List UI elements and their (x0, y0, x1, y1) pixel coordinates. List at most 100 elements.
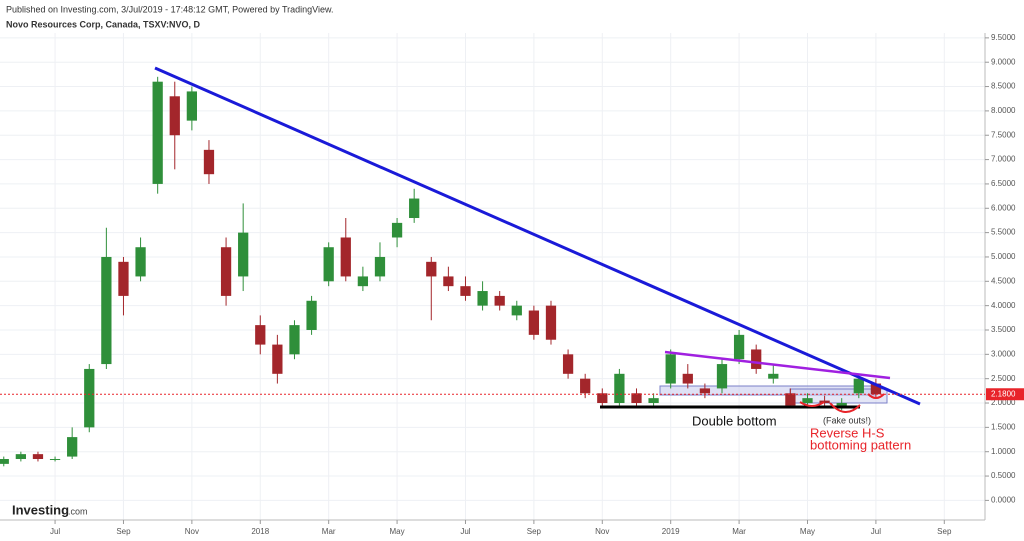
y-tick-label: 8.0000 (991, 106, 1016, 115)
candle-body (802, 398, 813, 404)
candle-body (426, 261, 437, 277)
published-note: Published on Investing.com, 3/Jul/2019 -… (6, 4, 334, 14)
candle-body (716, 364, 728, 389)
annotation: (Fake outs!) (823, 415, 871, 425)
axis-labels: 0.0000 0.5000 1.0000 1.5000 2.0000 2.5000 3.00… (0, 33, 1024, 536)
candle-body (255, 325, 266, 345)
candle-body (648, 398, 659, 404)
candle-body (785, 393, 796, 406)
x-tick-label: May (390, 527, 405, 536)
annotation: Reverse H-S (810, 425, 885, 440)
hs-marks (799, 393, 885, 413)
last-price-box (986, 388, 1024, 401)
candle-body (751, 349, 762, 369)
y-tick-label: 3.5000 (991, 325, 1016, 334)
x-tick-label: Jul (460, 527, 470, 536)
x-tick-label: Sep (527, 527, 542, 536)
candle-body (169, 96, 180, 136)
candle-body (238, 232, 249, 277)
annotation: bottoming pattern (810, 437, 911, 452)
x-tick-label: Nov (595, 527, 609, 536)
y-tick-label: 9.5000 (991, 33, 1016, 42)
annotation: Double bottom (692, 413, 777, 428)
candle-body (374, 256, 386, 277)
candle-body (101, 256, 112, 365)
x-tick-label: Sep (116, 527, 131, 536)
candle-body (682, 373, 693, 384)
last-price-label: 2.1800 (991, 389, 1016, 398)
y-tick-label: 9.0000 (991, 57, 1016, 66)
y-tick-label: 5.5000 (991, 228, 1016, 237)
candle-body (477, 291, 488, 306)
candle-body (186, 91, 197, 121)
candles (0, 76, 882, 467)
x-tick-label: Nov (185, 527, 199, 536)
x-tick-label: 2018 (251, 527, 269, 536)
y-tick-label: 7.0000 (991, 155, 1016, 164)
candle-body (460, 286, 471, 296)
candle-body (443, 276, 454, 287)
y-tick-label: 1.0000 (991, 447, 1016, 456)
trend-drawings: Double bottom (Fake outs!) Reverse H-S b… (154, 66, 921, 452)
y-tick-label: 4.5000 (991, 276, 1016, 285)
candle-body (49, 459, 61, 461)
candle-body (0, 459, 9, 464)
candle-body (203, 149, 215, 175)
candle-body (836, 403, 847, 408)
candle-body (340, 237, 351, 277)
candle-body (597, 393, 608, 404)
symbol-title: Novo Resources Corp, Canada, TSXV:NVO, D (6, 19, 201, 29)
candle-body (511, 305, 522, 316)
y-tick-label: 2.5000 (991, 374, 1016, 383)
candle-body (306, 300, 317, 330)
logo: Investing (12, 502, 69, 517)
candle-body (580, 378, 591, 394)
candle-body (135, 247, 146, 277)
y-tick-label: 0.5000 (991, 471, 1016, 480)
candle-body (289, 325, 300, 355)
candle-body (32, 454, 44, 460)
x-tick-label: May (800, 527, 815, 536)
candle-body (853, 378, 864, 394)
candle-body (528, 310, 540, 335)
candle-body (220, 247, 232, 296)
y-tick-label: 8.5000 (991, 82, 1016, 91)
candle-body (562, 354, 574, 374)
candle-body (15, 454, 26, 460)
y-tick-label: 4.0000 (991, 301, 1016, 310)
candle-body (357, 276, 369, 287)
candle-body (631, 393, 642, 404)
candle-body (614, 373, 625, 404)
candle-body (118, 261, 129, 296)
y-tick-label: 6.5000 (991, 179, 1016, 188)
candle-body (733, 334, 745, 360)
y-tick-label: 3.0000 (991, 349, 1016, 358)
x-tick-label: Jul (50, 527, 60, 536)
neckline (664, 350, 891, 380)
y-tick-label: 7.5000 (991, 130, 1016, 139)
candle-body (409, 198, 420, 219)
candle-body (870, 383, 882, 395)
candle-body (819, 400, 830, 404)
candle-body (545, 305, 557, 340)
y-tick-label: 6.0000 (991, 203, 1016, 212)
candle-body (699, 388, 711, 394)
x-tick-label: Mar (322, 527, 336, 536)
trendline (154, 66, 921, 406)
candle-body (323, 247, 334, 282)
candle-body (391, 222, 403, 238)
logo-suffix: .com (68, 506, 88, 516)
candle-body (67, 437, 78, 457)
candle-body (152, 81, 163, 184)
y-tick-label: 5.0000 (991, 252, 1016, 261)
x-tick-label: Jul (871, 527, 881, 536)
y-tick-label: 2.0000 (991, 398, 1016, 407)
x-tick-label: Mar (732, 527, 746, 536)
candle-body (494, 295, 505, 306)
x-tick-label: 2019 (662, 527, 680, 536)
candle-body (84, 368, 95, 428)
y-tick-label: 1.5000 (991, 422, 1016, 431)
y-tick-label: 0.0000 (991, 496, 1016, 505)
